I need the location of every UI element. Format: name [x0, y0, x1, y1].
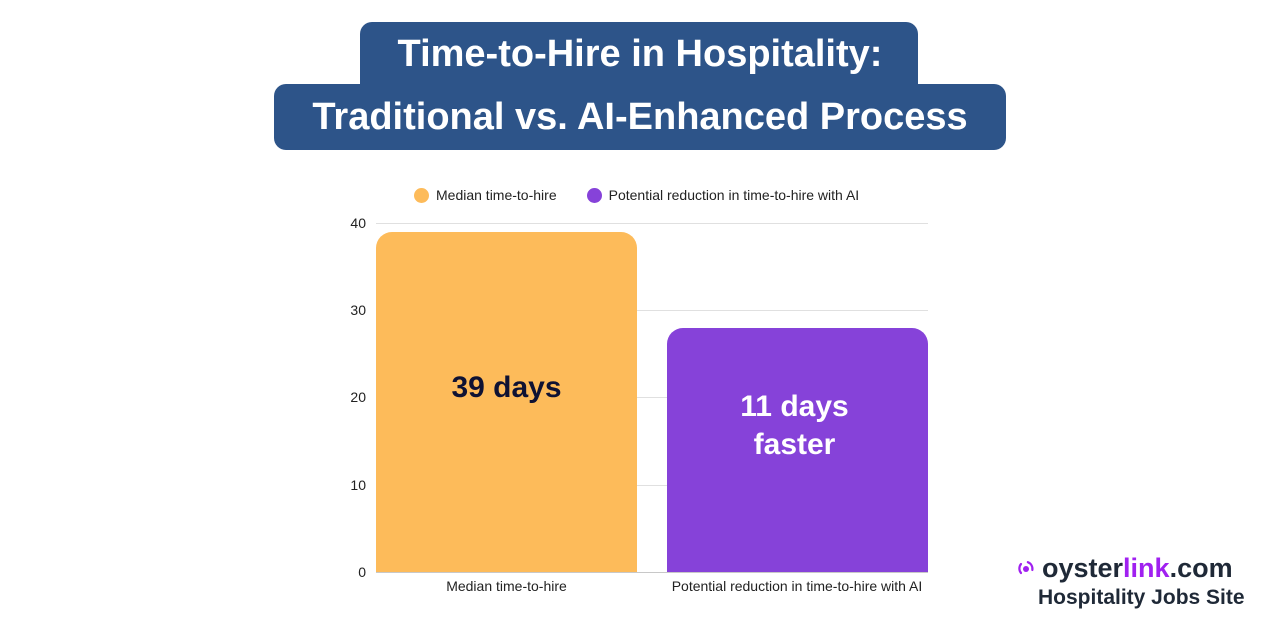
gridline-10 [376, 485, 928, 486]
x-axis-baseline [376, 572, 928, 573]
signal-icon [1018, 560, 1034, 574]
legend-swatch-icon [586, 187, 602, 203]
bar-ai-reduction[interactable] [667, 328, 928, 572]
legend-label: Potential reduction in time-to-hire with… [608, 187, 860, 203]
bar-value-label-ai-line1: 11 days [740, 390, 849, 423]
bar-median-time-to-hire[interactable] [376, 232, 637, 572]
chart-title-line2: Traditional vs. AI-Enhanced Process [312, 96, 968, 138]
x-tick-ai-reduction: Potential reduction in time-to-hire with… [671, 578, 923, 594]
legend-item-ai-reduction[interactable]: Potential reduction in time-to-hire with… [586, 187, 860, 203]
x-tick-median: Median time-to-hire [446, 578, 567, 594]
gridline-20 [376, 397, 928, 398]
legend-label: Median time-to-hire [436, 187, 557, 203]
bar-value-label-median: 39 days [451, 371, 562, 404]
bar-value-label-ai-line2: faster [753, 428, 836, 461]
y-tick-10: 10 [350, 477, 366, 493]
chart-title-line1: Time-to-Hire in Hospitality: [397, 33, 883, 75]
legend: Median time-to-hire Potential reduction … [414, 187, 889, 203]
legend-swatch-icon [414, 187, 429, 203]
y-tick-30: 30 [350, 302, 366, 318]
y-tick-20: 20 [350, 389, 366, 405]
title-banner-bottom [274, 84, 1006, 150]
logo-accent: link [1123, 553, 1170, 583]
title-banner-top [360, 22, 918, 92]
legend-item-median[interactable]: Median time-to-hire [414, 187, 557, 203]
logo-prefix: oyster [1042, 553, 1124, 583]
y-tick-0: 0 [358, 564, 366, 580]
logo-suffix: .com [1169, 553, 1233, 583]
y-tick-40: 40 [350, 215, 366, 231]
gridline-40 [376, 223, 928, 224]
tagline: Hospitality Jobs Site [1038, 586, 1245, 609]
oysterlink-logo[interactable]: oyster link .com [1018, 553, 1233, 584]
gridline-30 [376, 310, 928, 311]
